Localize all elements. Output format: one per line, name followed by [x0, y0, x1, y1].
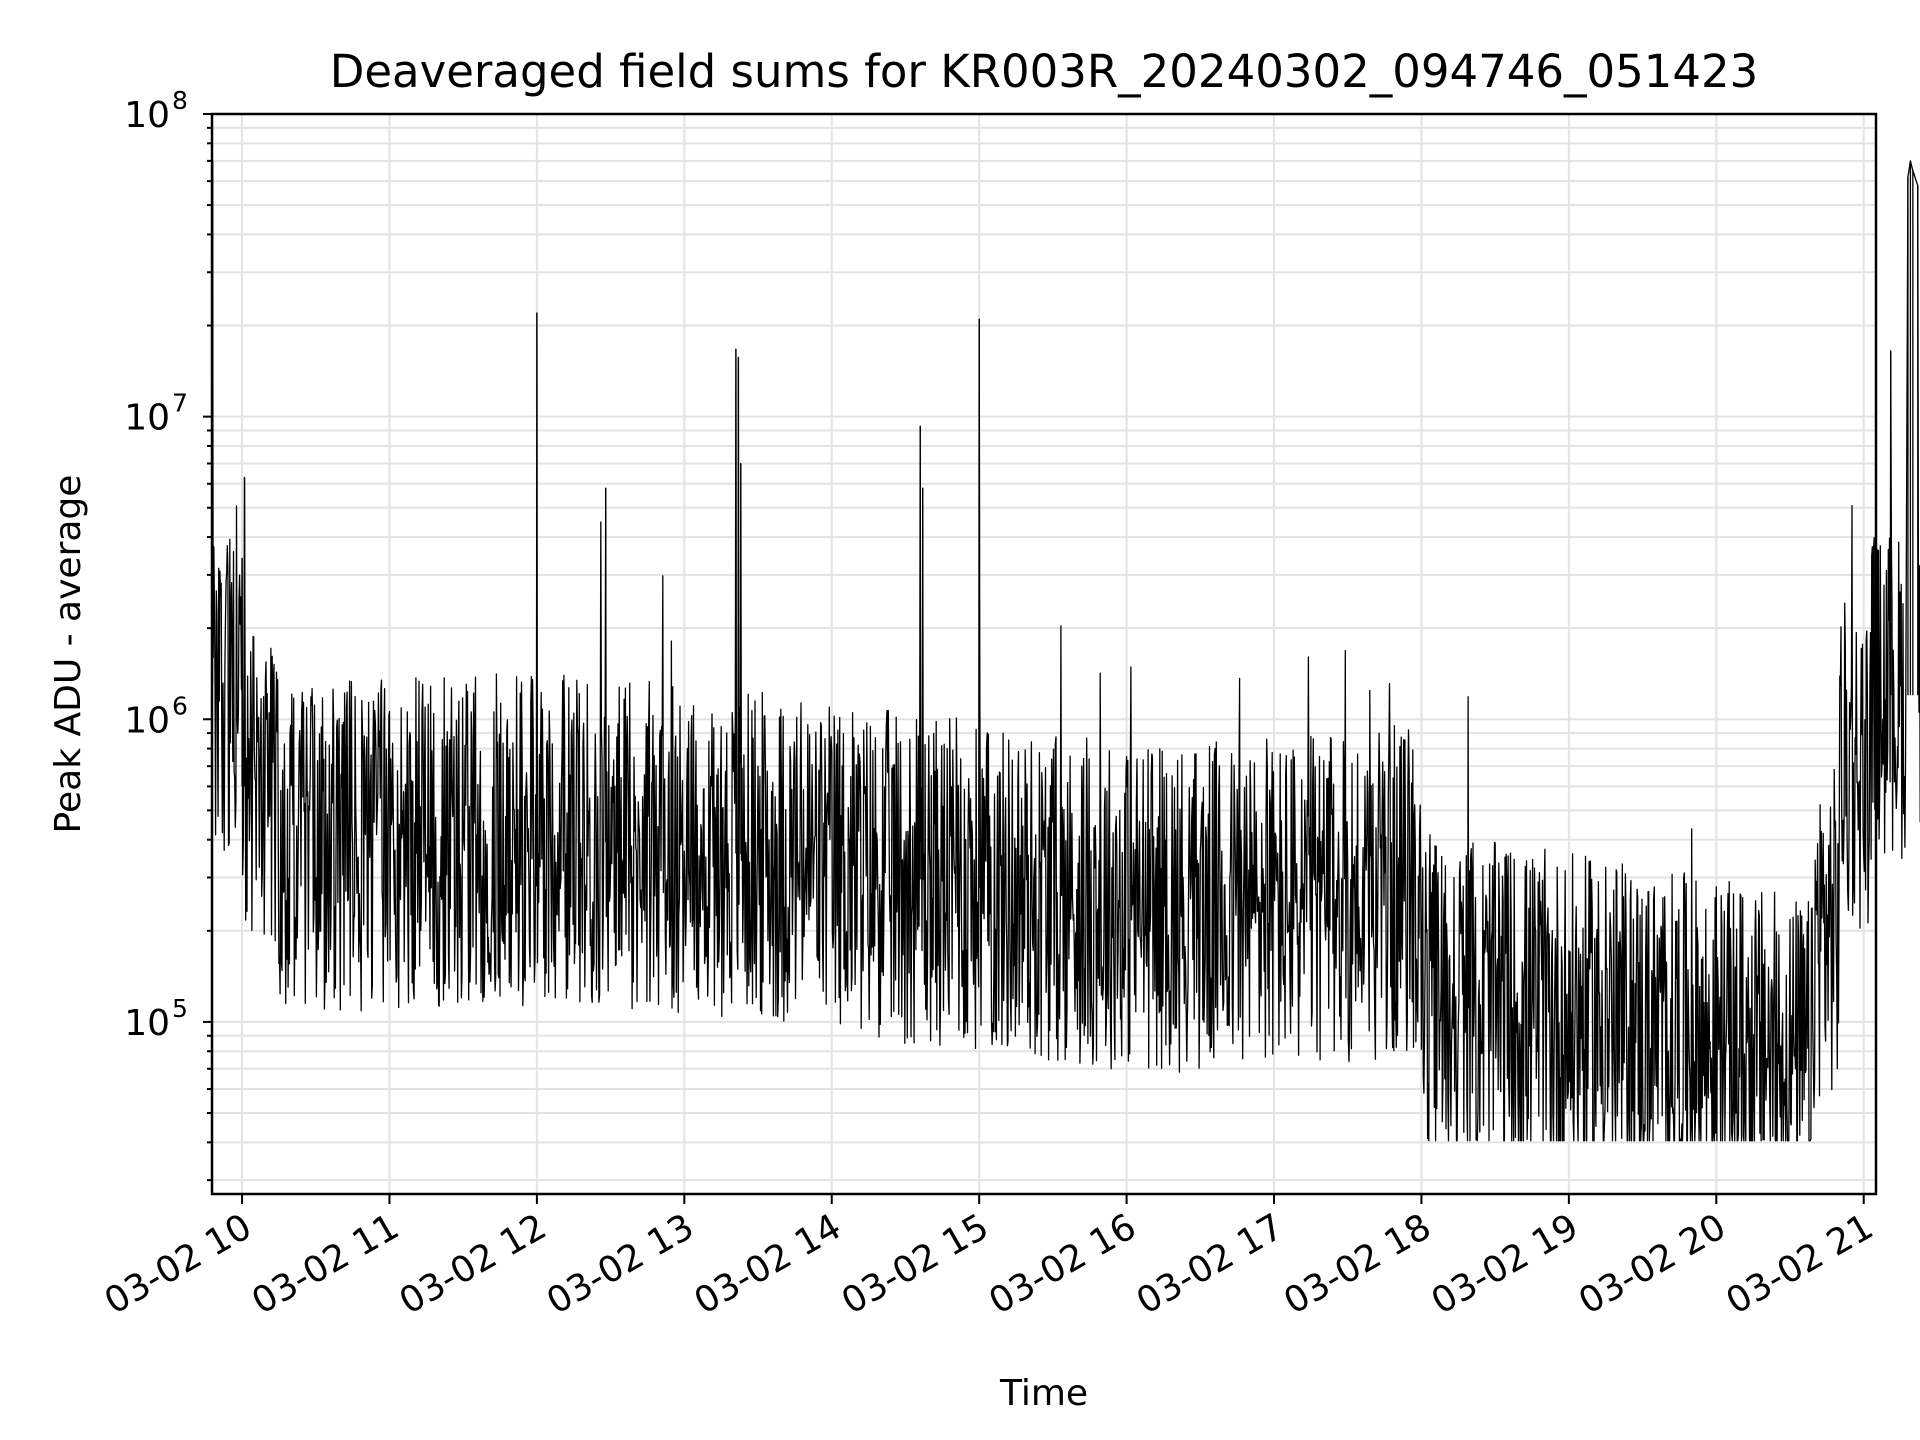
x-axis-label: Time — [999, 1373, 1088, 1414]
y-axis-label: Peak ADU - average — [48, 475, 89, 834]
series-line — [211, 160, 1920, 1142]
y-tick-exponent: 7 — [172, 389, 188, 418]
y-tick-exponent: 5 — [172, 994, 188, 1023]
plot-frame — [210, 112, 1878, 1196]
y-tick-label: 10 — [124, 398, 170, 439]
series-layer — [211, 160, 1920, 1142]
chart-title: Deaveraged field sums for KR003R_2024030… — [330, 45, 1759, 98]
y-tick-exponent: 6 — [172, 691, 188, 720]
y-tick-label: 10 — [124, 1003, 170, 1044]
y-tick-label: 10 — [124, 95, 170, 136]
y-tick-exponent: 8 — [172, 86, 188, 115]
y-tick-label: 10 — [124, 700, 170, 741]
